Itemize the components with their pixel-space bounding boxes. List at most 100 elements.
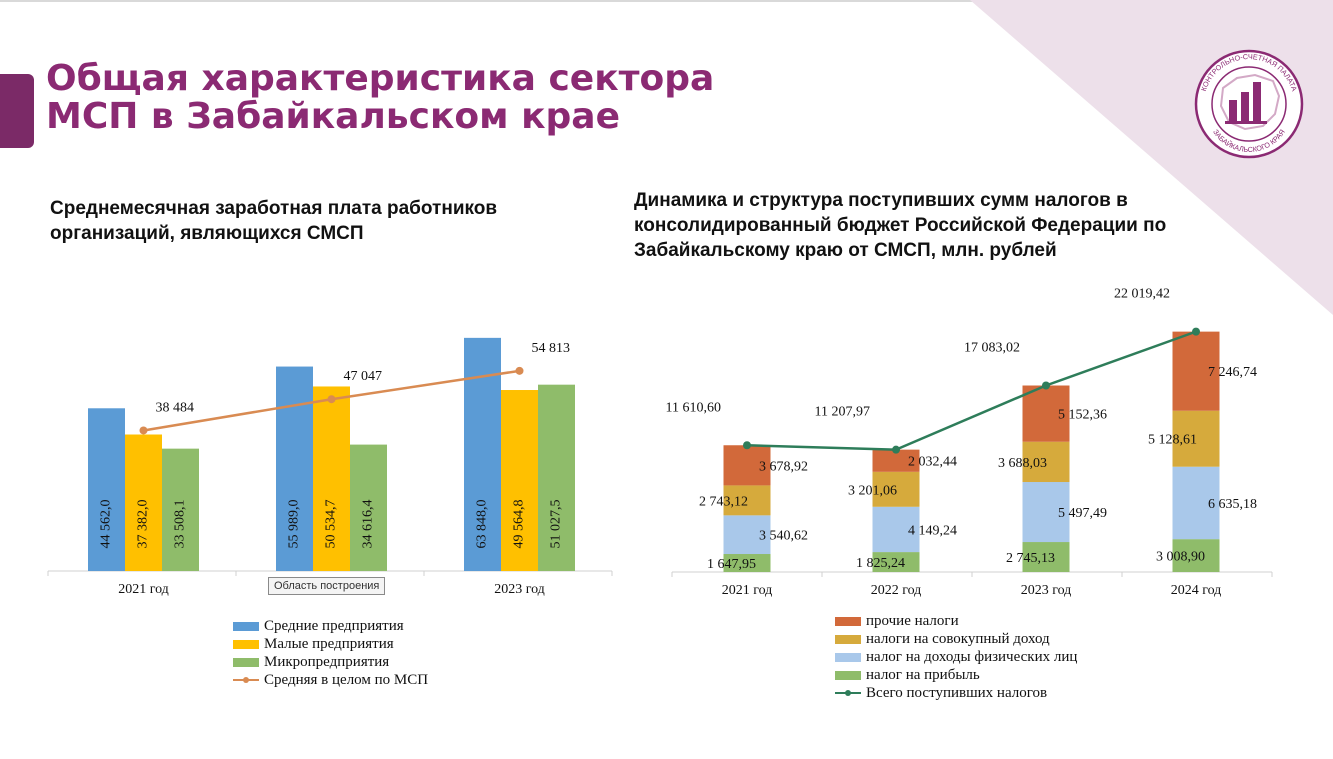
legend-label-total-taxes: Всего поступивших налогов (866, 684, 1048, 701)
x-label-right-2: 2023 год (1021, 583, 1072, 598)
legend-item-other-taxes: прочие налоги (835, 612, 1077, 630)
stack-label-s3-c3: 7 246,74 (1208, 365, 1257, 380)
legend-swatch-small (233, 639, 259, 649)
chamber-seal-logo: КОНТРОЛЬНО-СЧЕТНАЯ ПАЛАТАЗАБАЙКАЛЬСКОГО … (1194, 49, 1304, 159)
x-label-right-0: 2021 год (722, 583, 773, 598)
bar-label-left-s0-c2: 63 848,0 (475, 500, 490, 549)
bar-right-s0-c0 (723, 554, 771, 572)
total-point-1 (892, 445, 900, 454)
stack-label-s3-c2: 5 152,36 (1058, 408, 1107, 423)
average-label-2: 54 813 (532, 341, 571, 356)
legend-label-small: Малые предприятия (264, 635, 394, 652)
bar-left-s2-c2 (538, 384, 575, 571)
stack-label-s3-c0: 3 678,92 (759, 459, 808, 474)
bar-left-s1-c1 (313, 386, 350, 571)
legend-label-profit-tax: налог на прибыль (866, 666, 980, 683)
legend-label-ndfl: налог на доходы физических лиц (866, 648, 1078, 665)
bar-label-left-s0-c0: 44 562,0 (99, 500, 114, 549)
bar-label-left-s1-c1: 50 534,7 (324, 500, 339, 549)
total-point-3 (1192, 327, 1200, 336)
legend-label-income-tax: налоги на совокупный доход (866, 630, 1050, 647)
bar-left-s0-c0 (88, 408, 125, 571)
top-border-line (0, 0, 1333, 2)
title-accent-bar (0, 74, 34, 148)
page-title-line1: Общая характеристика сектора (46, 58, 715, 99)
bar-right-s1-c0 (723, 515, 771, 555)
bar-right-s1-c3 (1172, 466, 1220, 540)
stack-label-s2-c1: 3 201,06 (848, 483, 897, 498)
legend-item-income-tax: налоги на совокупный доход (835, 630, 1077, 648)
average-point-1 (327, 395, 336, 404)
legend-label-medium: Средние предприятия (264, 617, 404, 634)
stack-label-s3-c1: 2 032,44 (908, 455, 957, 470)
legend-item-profit-tax: налог на прибыль (835, 666, 1077, 684)
x-label-left-0: 2021 год (118, 582, 169, 597)
page-title: Общая характеристика сектора МСП в Забай… (46, 60, 714, 136)
bar-label-left-s0-c1: 55 989,0 (287, 500, 302, 549)
legend-swatch-ndfl (835, 652, 861, 662)
total-label-2: 17 083,02 (964, 341, 1020, 356)
stack-label-s1-c3: 6 635,18 (1208, 497, 1257, 512)
bar-left-s1-c0 (125, 434, 162, 571)
plot-area-tooltip: Область построения (268, 577, 386, 595)
legend-line-total-taxes (835, 688, 861, 698)
legend-label-micro: Микропредприятия (264, 653, 390, 670)
legend-item-average: Средняя в целом по МСП (233, 671, 428, 689)
average-label-0: 38 484 (156, 400, 195, 415)
left-chart-title: Среднемесячная заработная плата работник… (50, 198, 498, 244)
legend-swatch-other-taxes (835, 616, 861, 626)
stack-label-s0-c0: 1 647,95 (707, 557, 756, 572)
bar-right-s0-c1 (872, 552, 920, 572)
stack-label-s0-c2: 2 745,13 (1006, 551, 1055, 566)
bar-right-s1-c2 (1022, 482, 1070, 543)
legend-swatch-micro (233, 657, 259, 667)
legend-item-ndfl: налог на доходы физических лиц (835, 648, 1077, 666)
taxes-chart: 1 647,953 540,62 2 743,12 3 678,92 1 825,24… (666, 287, 1273, 598)
bar-label-left-s2-c1: 34 616,4 (361, 500, 376, 549)
stack-label-s2-c0: 2 743,12 (699, 494, 748, 509)
bar-right-s3-c0 (723, 445, 771, 486)
legend-swatch-income-tax (835, 634, 861, 644)
stack-label-s2-c3: 5 128,61 (1148, 433, 1197, 448)
bar-label-left-s2-c2: 51 027,5 (549, 500, 564, 549)
bar-right-s2-c1 (872, 471, 920, 507)
bar-right-s2-c3 (1172, 410, 1220, 467)
salary-chart-legend: Средние предприятия Малые предприятия Ми… (233, 617, 428, 689)
legend-item-total-taxes: Всего поступивших налогов (835, 684, 1077, 702)
taxes-chart-legend: прочие налоги налоги на совокупный доход… (835, 612, 1077, 702)
bar-right-s3-c3 (1172, 331, 1220, 411)
bar-right-s0-c2 (1022, 542, 1070, 572)
legend-swatch-profit-tax (835, 670, 861, 680)
stack-label-s1-c0: 3 540,62 (759, 529, 808, 544)
bar-left-s0-c1 (276, 366, 313, 571)
right-chart-title: Динамика и структура поступивших сумм на… (634, 190, 1167, 261)
bar-label-left-s2-c0: 33 508,1 (173, 500, 188, 549)
average-point-2 (515, 366, 524, 375)
bar-right-s1-c1 (872, 506, 920, 553)
stack-label-s0-c1: 1 825,24 (856, 556, 905, 571)
legend-label-average: Средняя в целом по МСП (264, 671, 429, 688)
legend-swatch-medium (233, 621, 259, 631)
total-taxes-line (746, 330, 1197, 451)
stack-label-s1-c1: 4 149,24 (908, 523, 957, 538)
x-label-right-3: 2024 год (1171, 583, 1222, 598)
average-point-0 (139, 426, 148, 435)
bar-right-s3-c2 (1022, 385, 1070, 442)
legend-label-other-taxes: прочие налоги (866, 612, 959, 629)
legend-item-medium: Средние предприятия (233, 617, 428, 635)
stack-label-s1-c2: 5 497,49 (1058, 506, 1107, 521)
bar-label-left-s1-c2: 49 564,8 (512, 500, 527, 549)
bar-left-s1-c2 (501, 390, 538, 571)
legend-line-average (233, 675, 259, 685)
x-label-right-1: 2022 год (871, 583, 922, 598)
bar-right-s2-c2 (1022, 441, 1070, 483)
total-point-0 (743, 441, 751, 450)
legend-item-micro: Микропредприятия (233, 653, 428, 671)
total-label-0: 11 610,60 (666, 400, 721, 415)
legend-item-small: Малые предприятия (233, 635, 428, 653)
bar-left-s2-c1 (350, 444, 387, 571)
page-title-line2: МСП в Забайкальском крае (46, 96, 620, 137)
bar-label-left-s1-c0: 37 382,0 (136, 500, 151, 549)
total-label-3: 22 019,42 (1114, 287, 1170, 302)
salary-chart: 44 562,0 55 989,0 63 848,0 37 382,0 50 534,7… (47, 337, 613, 597)
